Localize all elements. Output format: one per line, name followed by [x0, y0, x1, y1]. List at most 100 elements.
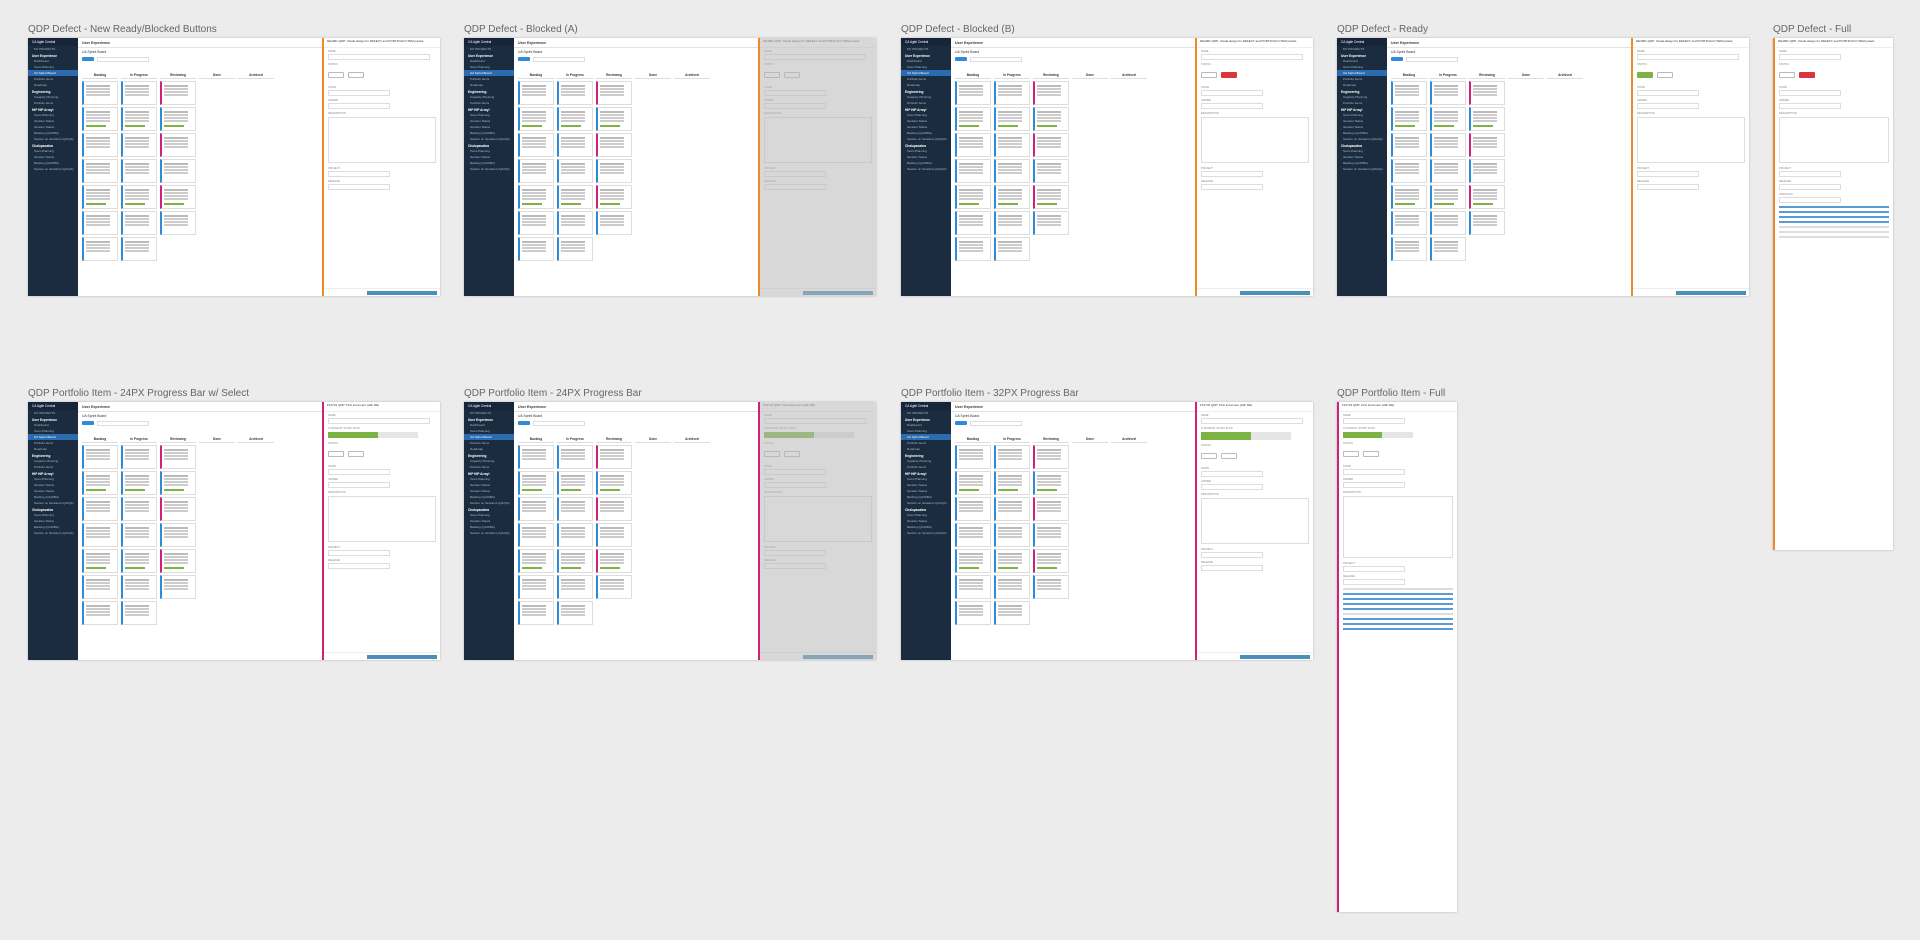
project-select[interactable] [1201, 552, 1263, 558]
name-field[interactable] [1343, 418, 1405, 424]
sidebar-item[interactable]: Roadmap [470, 83, 484, 87]
story-card[interactable] [557, 185, 593, 209]
story-card[interactable] [994, 497, 1030, 521]
story-card[interactable] [82, 445, 118, 469]
release-select[interactable] [1637, 184, 1699, 190]
story-card[interactable] [82, 185, 118, 209]
sidebar-item[interactable]: Team Planning [34, 113, 54, 117]
story-card[interactable] [518, 549, 554, 573]
sidebar-item[interactable]: Iteration Status [907, 483, 928, 487]
story-card[interactable] [121, 211, 157, 235]
story-card[interactable] [1033, 575, 1069, 599]
sidebar-item[interactable]: Roadmap [470, 447, 484, 451]
name-field[interactable] [1637, 54, 1739, 60]
my-projects[interactable]: MY PROJECTS [1343, 47, 1365, 51]
sidebar-item[interactable]: Section on Iterations (QA/QA) [470, 167, 510, 171]
story-card[interactable] [557, 601, 593, 625]
story-card[interactable] [955, 497, 991, 521]
sidebar-item[interactable]: Iteration Status [1343, 119, 1364, 123]
owner-select[interactable] [1779, 103, 1841, 109]
story-card[interactable] [160, 497, 196, 521]
sidebar-item[interactable]: Portfolio Items [907, 441, 927, 445]
state-select[interactable] [1201, 90, 1263, 96]
sidebar-item[interactable]: Dashboard [470, 59, 485, 63]
sidebar-item[interactable]: UA Sprint Board [901, 70, 951, 76]
state-select[interactable] [328, 90, 390, 96]
add-new-button[interactable] [82, 421, 94, 425]
sidebar-item[interactable]: Iteration Status [470, 483, 491, 487]
sidebar-item[interactable]: Backlog (QA/DBA) [470, 495, 495, 499]
release-select[interactable] [1779, 184, 1841, 190]
sidebar-item[interactable]: Section on Iterations (QA/QA) [34, 167, 74, 171]
story-card[interactable] [518, 601, 554, 625]
owner-select[interactable] [1637, 103, 1699, 109]
story-card[interactable] [82, 159, 118, 183]
name-field[interactable] [1779, 54, 1841, 60]
story-card[interactable] [955, 471, 991, 495]
ready-button[interactable] [1201, 72, 1217, 78]
description-editor[interactable] [328, 496, 436, 542]
story-card[interactable] [557, 575, 593, 599]
story-card[interactable] [1469, 133, 1505, 157]
story-card[interactable] [121, 159, 157, 183]
blocked-button[interactable] [1221, 72, 1237, 78]
project-name[interactable]: User Experience [1341, 54, 1366, 58]
story-card[interactable] [1430, 159, 1466, 183]
sidebar-item[interactable]: Iteration Status [34, 483, 55, 487]
sidebar-item[interactable]: Team Planning [34, 149, 54, 153]
ready-button[interactable] [1779, 72, 1795, 78]
story-card[interactable] [82, 523, 118, 547]
filter-input[interactable] [970, 420, 1022, 426]
story-card[interactable] [160, 549, 196, 573]
sidebar-item[interactable]: Backlog (QA/DBA) [907, 525, 932, 529]
story-card[interactable] [1469, 107, 1505, 131]
story-card[interactable] [955, 237, 991, 261]
sidebar-item[interactable]: Capacity Planning [34, 459, 59, 463]
sidebar-item[interactable]: UA Sprint Board [28, 70, 78, 76]
story-card[interactable] [955, 575, 991, 599]
filter-input[interactable] [97, 56, 149, 62]
sidebar-section[interactable]: HIP HIP Array! [32, 472, 54, 476]
filter-input[interactable] [533, 56, 585, 62]
sidebar-item[interactable]: Team Planning [907, 477, 927, 481]
story-card[interactable] [82, 601, 118, 625]
state-select[interactable] [1637, 90, 1699, 96]
release-select[interactable] [1201, 184, 1263, 190]
story-card[interactable] [160, 575, 196, 599]
story-card[interactable] [121, 601, 157, 625]
story-card[interactable] [994, 159, 1030, 183]
sidebar-item[interactable]: Dashboard [1343, 59, 1358, 63]
description-editor[interactable] [1201, 498, 1309, 544]
save-button[interactable] [1240, 655, 1310, 659]
sidebar-item[interactable]: Iteration Status [34, 125, 55, 129]
sidebar-item[interactable]: Iteration Status [907, 155, 928, 159]
sidebar-item[interactable]: Backlog (QA/DBA) [470, 161, 495, 165]
sidebar-item[interactable]: Section on Iterations (QA/QA) [907, 501, 947, 505]
sidebar-item[interactable]: Backlog (QA/DBA) [907, 495, 932, 499]
sidebar-item[interactable]: Capacity Planning [1343, 95, 1368, 99]
sidebar-item[interactable]: Section on Iterations (QA/QA) [1343, 137, 1383, 141]
filter-input[interactable] [533, 420, 585, 426]
sidebar-item[interactable]: Iteration Status [34, 489, 55, 493]
sidebar-item[interactable]: Team Planning [34, 513, 54, 517]
story-card[interactable] [557, 523, 593, 547]
sidebar-section[interactable]: HIP HIP Array! [905, 472, 927, 476]
sidebar-item[interactable]: Roadmap [34, 447, 48, 451]
sidebar-item[interactable]: Iteration Status [470, 155, 491, 159]
sidebar-item[interactable]: Dashboard [907, 59, 922, 63]
name-field[interactable] [1201, 418, 1303, 424]
story-card[interactable] [1033, 549, 1069, 573]
sidebar-item[interactable]: Iteration Status [470, 125, 491, 129]
sidebar-section[interactable]: Chalupacabra [905, 144, 927, 148]
sidebar-item[interactable]: Portfolio Items [34, 101, 54, 105]
project-name[interactable]: User Experience [468, 418, 493, 422]
story-card[interactable] [596, 497, 632, 521]
sidebar-item[interactable]: Iteration Status [907, 519, 928, 523]
blocked-button[interactable] [1799, 72, 1815, 78]
sidebar-section[interactable]: HIP HIP Array! [905, 108, 927, 112]
story-card[interactable] [518, 159, 554, 183]
story-card[interactable] [82, 575, 118, 599]
add-new-button[interactable] [955, 57, 967, 61]
project-select[interactable] [1201, 171, 1263, 177]
story-card[interactable] [596, 445, 632, 469]
